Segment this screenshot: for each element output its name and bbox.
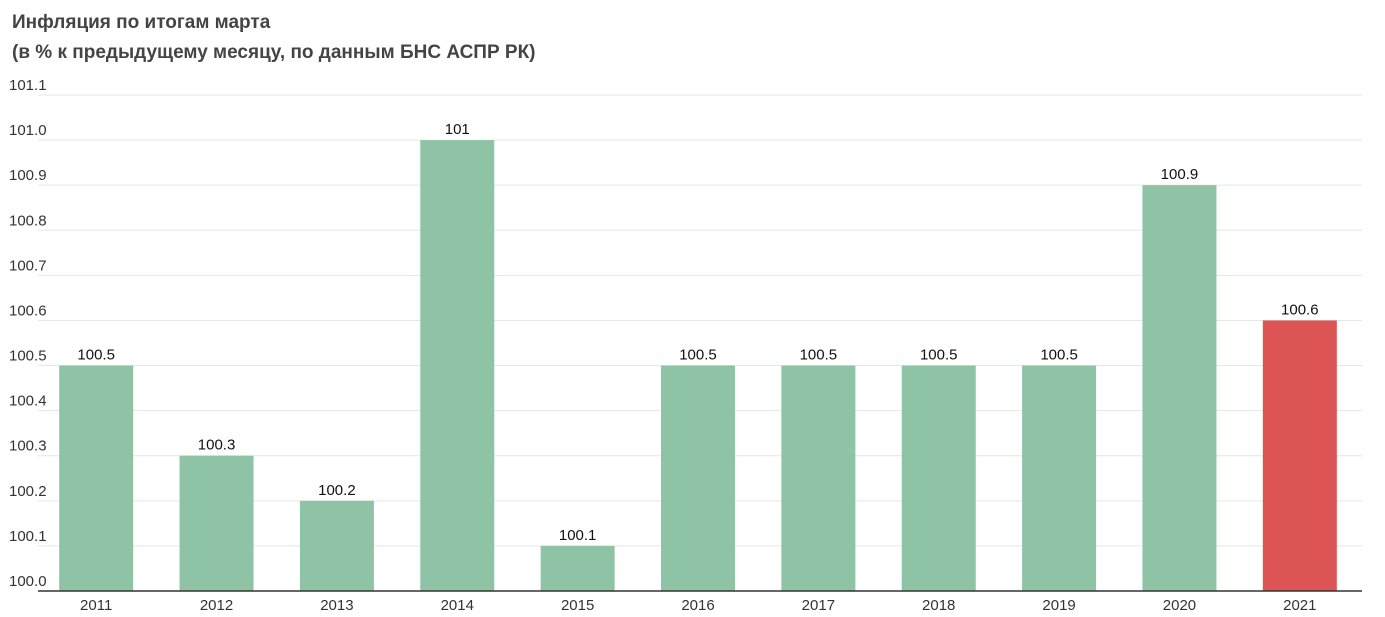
y-tick-label: 100.5	[9, 348, 47, 365]
data-labels: 100.5 100.3 100.2 101 100.1 100.5 100.5 100.5 10…	[77, 121, 1318, 544]
data-label: 100.5	[920, 347, 958, 364]
chart-title: Инфляция по итогам марта	[12, 12, 271, 33]
y-tick-label: 100.7	[9, 257, 47, 274]
bar-2017	[781, 365, 856, 591]
bar-2013	[299, 500, 374, 591]
bar-2018	[901, 365, 976, 591]
data-label: 100.5	[800, 347, 838, 364]
data-label: 100.3	[198, 437, 236, 454]
x-tick-label: 2014	[441, 597, 474, 614]
x-tick-label: 2011	[80, 597, 112, 614]
data-label: 100.2	[318, 482, 356, 499]
data-label: 100.5	[1040, 347, 1078, 364]
data-label: 101	[445, 121, 470, 138]
bar-2020	[1142, 185, 1217, 591]
data-label: 100.5	[679, 347, 717, 364]
y-tick-label: 100.4	[9, 393, 47, 410]
x-axis-ticks: 2011 2012 2013 2014 2015 2016 2017 2018 2019 2020…	[80, 597, 1316, 614]
y-tick-label: 100.6	[9, 302, 47, 319]
x-tick-label: 2012	[200, 597, 233, 614]
x-tick-label: 2021	[1283, 597, 1316, 614]
data-label: 100.1	[559, 527, 597, 544]
y-tick-label: 101.0	[9, 122, 47, 139]
data-label: 100.6	[1281, 301, 1319, 318]
x-tick-label: 2020	[1163, 597, 1196, 614]
x-tick-label: 2015	[561, 597, 594, 614]
y-tick-label: 100.2	[9, 483, 47, 500]
x-tick-label: 2013	[320, 597, 353, 614]
bar-2014	[420, 140, 495, 591]
y-tick-label: 101.1	[9, 77, 47, 94]
bar-2015	[540, 545, 615, 591]
bar-2011	[59, 365, 134, 591]
grid-lines	[38, 94, 1362, 547]
y-tick-label: 100.0	[9, 573, 47, 590]
data-label: 100.9	[1161, 166, 1199, 183]
bars	[59, 140, 1337, 591]
x-tick-label: 2016	[681, 597, 714, 614]
y-tick-label: 100.3	[9, 438, 47, 455]
data-label: 100.5	[77, 347, 115, 364]
bar-2019	[1022, 365, 1097, 591]
y-tick-label: 100.8	[9, 212, 47, 229]
y-axis-ticks: 100.0 100.1 100.2 100.3 100.4 100.5 100.6 100.7…	[9, 77, 47, 590]
bar-2012	[179, 455, 254, 591]
x-tick-label: 2019	[1042, 597, 1075, 614]
chart-subtitle: (в % к предыдущему месяцу, по данным БНС…	[12, 42, 536, 63]
x-tick-label: 2018	[922, 597, 955, 614]
x-tick-label: 2017	[802, 597, 835, 614]
bar-2016	[661, 365, 735, 591]
y-tick-label: 100.1	[9, 528, 47, 545]
y-tick-label: 100.9	[9, 167, 47, 184]
bar-2021	[1262, 320, 1337, 591]
